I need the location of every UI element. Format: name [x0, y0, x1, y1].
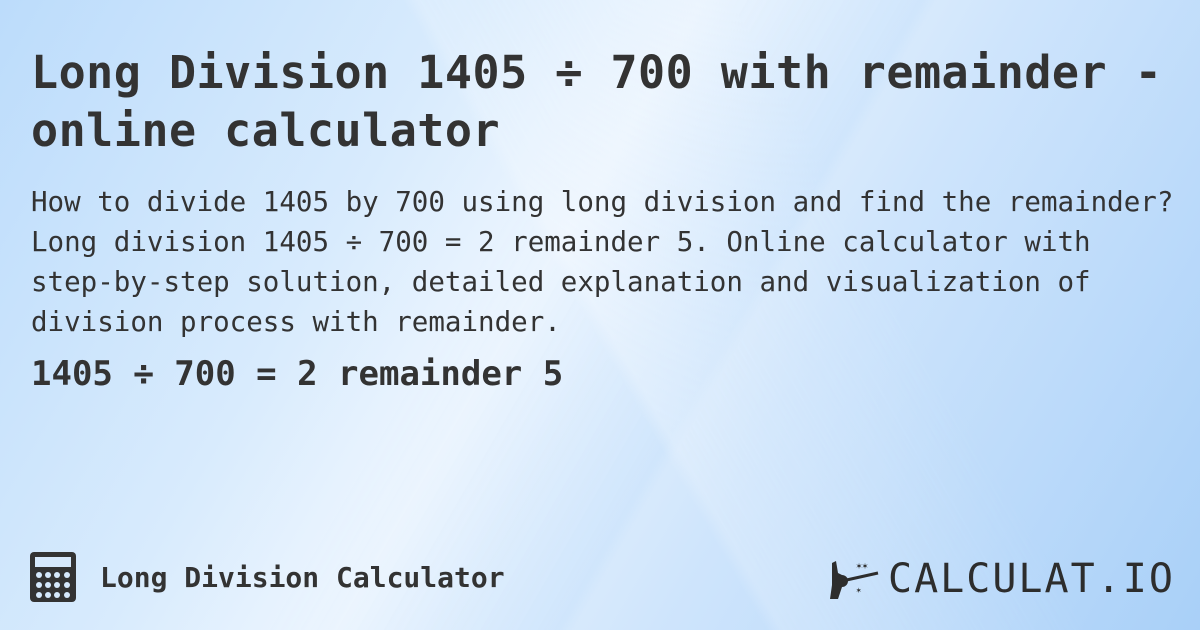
calculator-icon [30, 552, 76, 602]
calculator-link[interactable]: Long Division Calculator [30, 552, 505, 602]
logo-text: CALCULAT.IO [888, 556, 1175, 602]
magic-hand-icon: ✶✶ ✶ [830, 561, 879, 599]
svg-text:✶: ✶ [856, 586, 862, 596]
svg-text:✶✶: ✶✶ [856, 561, 868, 572]
result: 1405 ÷ 700 = 2 remainder 5 [31, 354, 564, 394]
logo[interactable]: ✶✶ ✶ CALCULAT.IO [828, 556, 1175, 602]
description: How to divide 1405 by 700 using long div… [31, 186, 1174, 338]
calculator-name: Long Division Calculator [100, 560, 505, 594]
page-title: Long Division 1405 ÷ 700 with remainder … [31, 46, 1163, 157]
